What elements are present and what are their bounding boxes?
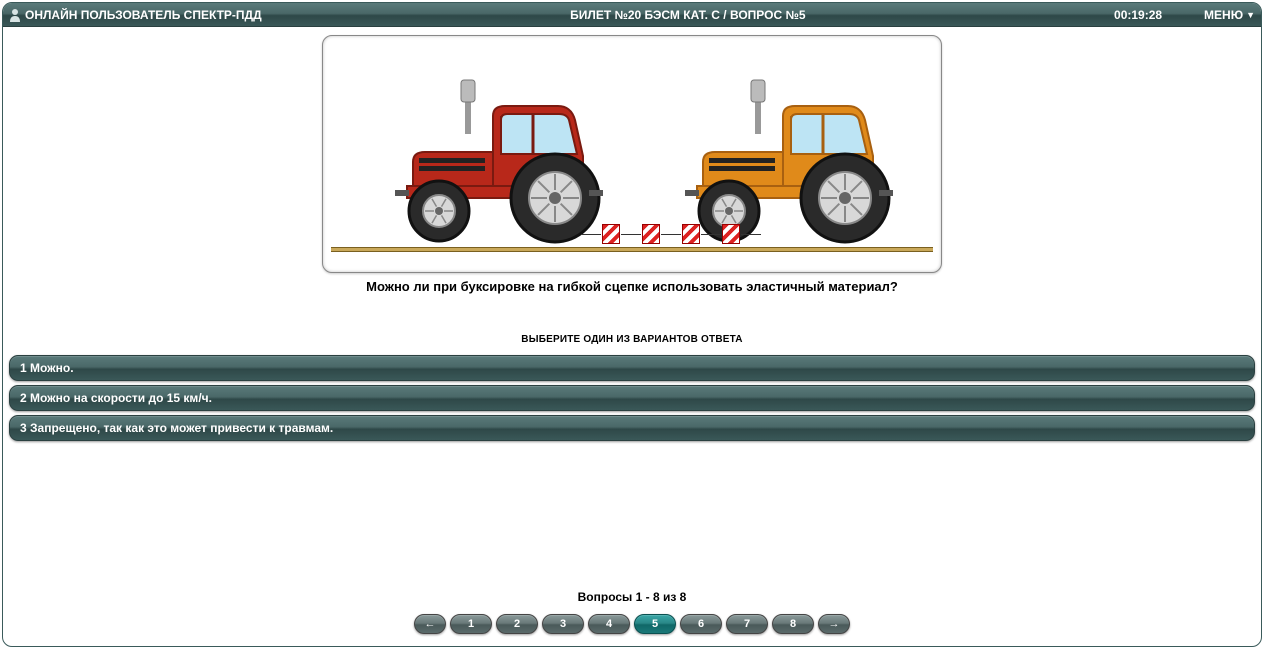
pager-item-2[interactable]: 2 [496, 614, 538, 634]
app-frame: ОНЛАЙН ПОЛЬЗОВАТЕЛЬ СПЕКТР-ПДД БИЛЕТ №20… [2, 2, 1262, 647]
pager-item-8[interactable]: 8 [772, 614, 814, 634]
pager-next-button[interactable]: → [818, 614, 850, 634]
answer-option-2[interactable]: 2 Можно на скорости до 15 км/ч. [9, 385, 1255, 411]
pager: ← 12345678 → [3, 614, 1261, 634]
header-timer: 00:19:28 [1114, 8, 1204, 22]
rope-segment [701, 234, 721, 235]
warning-flag [642, 224, 660, 244]
menu-label: МЕНЮ [1204, 8, 1243, 22]
pager-item-6[interactable]: 6 [680, 614, 722, 634]
warning-flag [602, 224, 620, 244]
user-label: ОНЛАЙН ПОЛЬЗОВАТЕЛЬ СПЕКТР-ПДД [25, 8, 262, 22]
pager-label: Вопросы 1 - 8 из 8 [3, 590, 1261, 604]
pager-item-5[interactable]: 5 [634, 614, 676, 634]
header-user: ОНЛАЙН ПОЛЬЗОВАТЕЛЬ СПЕКТР-ПДД [9, 8, 262, 22]
pager-item-3[interactable]: 3 [542, 614, 584, 634]
rope-segment [621, 234, 641, 235]
answer-option-1[interactable]: 1 Можно. [9, 355, 1255, 381]
header-bar: ОНЛАЙН ПОЛЬЗОВАТЕЛЬ СПЕКТР-ПДД БИЛЕТ №20… [3, 3, 1261, 27]
answer-instruction: ВЫБЕРИТЕ ОДИН ИЗ ВАРИАНТОВ ОТВЕТА [3, 334, 1261, 345]
answers-list: 1 Можно. 2 Можно на скорости до 15 км/ч. 3… [3, 355, 1261, 441]
menu-button[interactable]: МЕНЮ ▼ [1204, 8, 1255, 22]
pager-item-4[interactable]: 4 [588, 614, 630, 634]
question-image [322, 35, 942, 273]
rope-segment [581, 234, 601, 235]
chevron-down-icon: ▼ [1246, 10, 1255, 20]
content: Можно ли при буксировке на гибкой сцепке… [3, 27, 1261, 441]
pager-item-1[interactable]: 1 [450, 614, 492, 634]
rope-segment [741, 234, 761, 235]
warning-flag [682, 224, 700, 244]
user-icon [9, 8, 21, 22]
answer-option-3[interactable]: 3 Запрещено, так как это может привести … [9, 415, 1255, 441]
pager-prev-button[interactable]: ← [414, 614, 446, 634]
rope-segment [661, 234, 681, 235]
warning-flag [722, 224, 740, 244]
pager-item-7[interactable]: 7 [726, 614, 768, 634]
header-title: БИЛЕТ №20 БЭСМ КАТ. C / ВОПРОС №5 [262, 8, 1114, 22]
tow-rope [581, 224, 761, 244]
question-text: Можно ли при буксировке на гибкой сцепке… [3, 279, 1261, 294]
